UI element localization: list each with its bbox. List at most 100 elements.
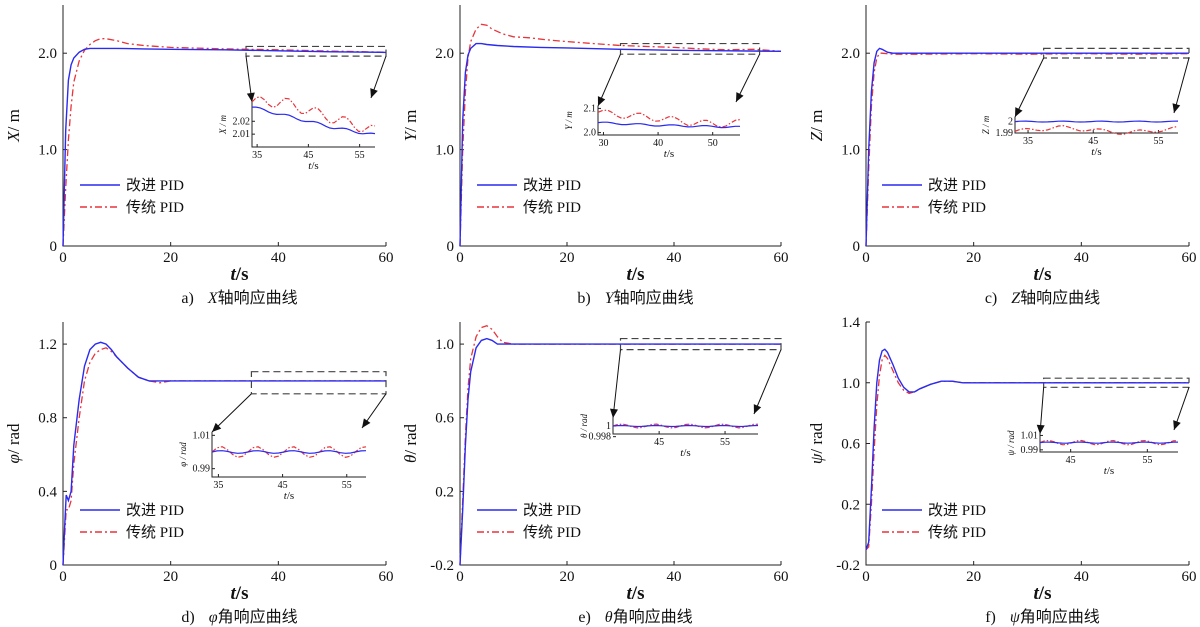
zoom-region <box>1043 47 1190 59</box>
caption-text: 角响应曲线 <box>613 607 693 626</box>
y-tick-label: 0.6 <box>841 437 860 453</box>
inset-x-axis-label-var: t <box>1091 146 1095 158</box>
x-tick-label: 60 <box>379 250 394 266</box>
inset-x-axis-label: t/s <box>1091 146 1101 158</box>
caption-text: 轴响应曲线 <box>1020 288 1100 307</box>
inset-x-axis-label-unit: /s <box>287 490 294 502</box>
inset-x-tick-label: 35 <box>1023 136 1033 147</box>
y-axis-label-unit: / m <box>401 110 420 132</box>
inset-x-axis-label: t/s <box>664 148 674 160</box>
inset-x-tick-label: 55 <box>720 437 730 448</box>
caption-symbol: Y <box>605 290 616 307</box>
zoom-arrow-line <box>1014 57 1045 118</box>
inset-x-tick-label: 55 <box>1153 136 1163 147</box>
caption-symbol: ψ <box>1010 609 1021 626</box>
inset-x-tick-label: 35 <box>252 150 262 161</box>
y-tick-label: 1.0 <box>841 143 860 159</box>
y-axis-label: φ/ rad <box>4 423 23 464</box>
inset-y-tick-label: 0.99 <box>193 464 211 475</box>
zoom-arrow-head <box>362 418 371 428</box>
x-axis-label: t/s <box>627 583 645 604</box>
inset-series-line-improved <box>211 450 367 454</box>
inset-series-line-improved <box>1014 120 1179 123</box>
y-axis-label-var: φ <box>4 454 23 463</box>
x-axis-label-unit: /s <box>235 583 249 604</box>
inset-x-axis-label-unit: /s <box>311 160 318 172</box>
inset-x-axis-label-var: t <box>680 447 684 459</box>
inset-x-axis-label-unit: /s <box>1107 465 1114 477</box>
caption-symbol: X <box>207 290 219 307</box>
inset-series-line-traditional <box>211 446 367 458</box>
series-line-traditional <box>865 52 1190 247</box>
x-tick-label: 20 <box>163 250 178 266</box>
zoom-arrow-head <box>212 422 222 432</box>
zoom-arrow-line <box>753 349 782 415</box>
y-tick-label: 1.0 <box>38 143 57 159</box>
y-tick-label: 1.2 <box>38 337 57 353</box>
x-tick-label: 0 <box>456 569 464 585</box>
zoom-region <box>250 371 387 395</box>
zoom-arrow-head <box>736 92 744 102</box>
inset-x-axis-label: t/s <box>284 490 294 502</box>
legend-label: 改进 PID <box>126 177 184 194</box>
inset-y-axis-label: X / m <box>218 115 228 135</box>
x-axis-label: t/s <box>231 264 249 285</box>
inset-x-tick-label: 45 <box>278 480 288 491</box>
x-tick-label: 60 <box>379 569 394 585</box>
x-tick-label: 40 <box>271 250 286 266</box>
x-axis-label-unit: /s <box>1038 264 1052 285</box>
inset-axis-frame <box>597 106 740 136</box>
inset-y-tick-label: 1.01 <box>193 430 211 441</box>
panel-caption: b) Y轴响应曲线 <box>577 288 693 307</box>
y-tick-label: 1.0 <box>435 337 454 353</box>
inset-x-axis-label: t/s <box>1104 465 1114 477</box>
zoom-arrow-head <box>1172 103 1181 113</box>
inset-y-tick-label: 0.99 <box>1021 445 1039 456</box>
inset-y-tick-label: 0.998 <box>589 432 612 443</box>
x-axis-label-var: t <box>231 583 237 604</box>
y-axis-label-unit: / m <box>807 110 826 132</box>
zoom-arrow-line <box>597 53 621 107</box>
x-tick-label: 40 <box>667 250 682 266</box>
x-tick-label: 60 <box>1182 250 1197 266</box>
x-axis-label-var: t <box>231 264 237 285</box>
x-axis-label-unit: /s <box>631 583 645 604</box>
legend-label: 传统 PID <box>523 524 581 541</box>
x-tick-label: 0 <box>59 250 67 266</box>
y-tick-label: 1.0 <box>841 376 860 392</box>
zoom-arrow-head <box>1036 424 1045 434</box>
inset-y-tick-label: 2.02 <box>233 116 251 127</box>
x-tick-label: 0 <box>862 250 870 266</box>
zoom-region <box>1043 377 1190 388</box>
y-axis-label-var: θ <box>401 455 420 463</box>
inset-x-tick-label: 50 <box>708 138 718 149</box>
zoom-arrow-head <box>1173 420 1181 430</box>
inset-x-axis-label-var: t <box>308 160 312 172</box>
caption-symbol: φ <box>209 609 218 626</box>
y-axis-label: θ/ rad <box>401 423 420 463</box>
legend-label: 改进 PID <box>523 177 581 194</box>
caption-prefix: c) <box>985 290 997 307</box>
caption-prefix: d) <box>181 609 194 626</box>
caption-symbol: Z <box>1011 290 1021 307</box>
y-axis-label-unit: / rad <box>401 423 420 454</box>
inset-series-line-improved <box>612 424 759 428</box>
y-tick-label: 0.2 <box>841 497 860 513</box>
legend-label: 改进 PID <box>523 502 581 519</box>
x-tick-label: 20 <box>966 569 981 585</box>
inset-y-axis-label: Z / m <box>981 115 991 134</box>
y-tick-label: 0 <box>50 558 58 574</box>
series-line-traditional <box>459 324 781 566</box>
inset-y-tick-label: 2.01 <box>233 129 251 140</box>
inset-axis-frame <box>612 418 758 435</box>
y-axis-label-unit: / rad <box>4 423 23 454</box>
inset-axis-frame <box>1039 434 1178 453</box>
legend-label: 改进 PID <box>928 502 986 519</box>
caption-prefix: e) <box>578 609 590 626</box>
inset-x-axis-label-unit: /s <box>1094 146 1101 158</box>
zoom-arrow-line <box>1173 57 1190 114</box>
inset-y-axis-label: φ / rad <box>178 442 188 467</box>
inset-y-axis-label: Y / m <box>564 111 574 130</box>
x-tick-label: 0 <box>59 569 67 585</box>
